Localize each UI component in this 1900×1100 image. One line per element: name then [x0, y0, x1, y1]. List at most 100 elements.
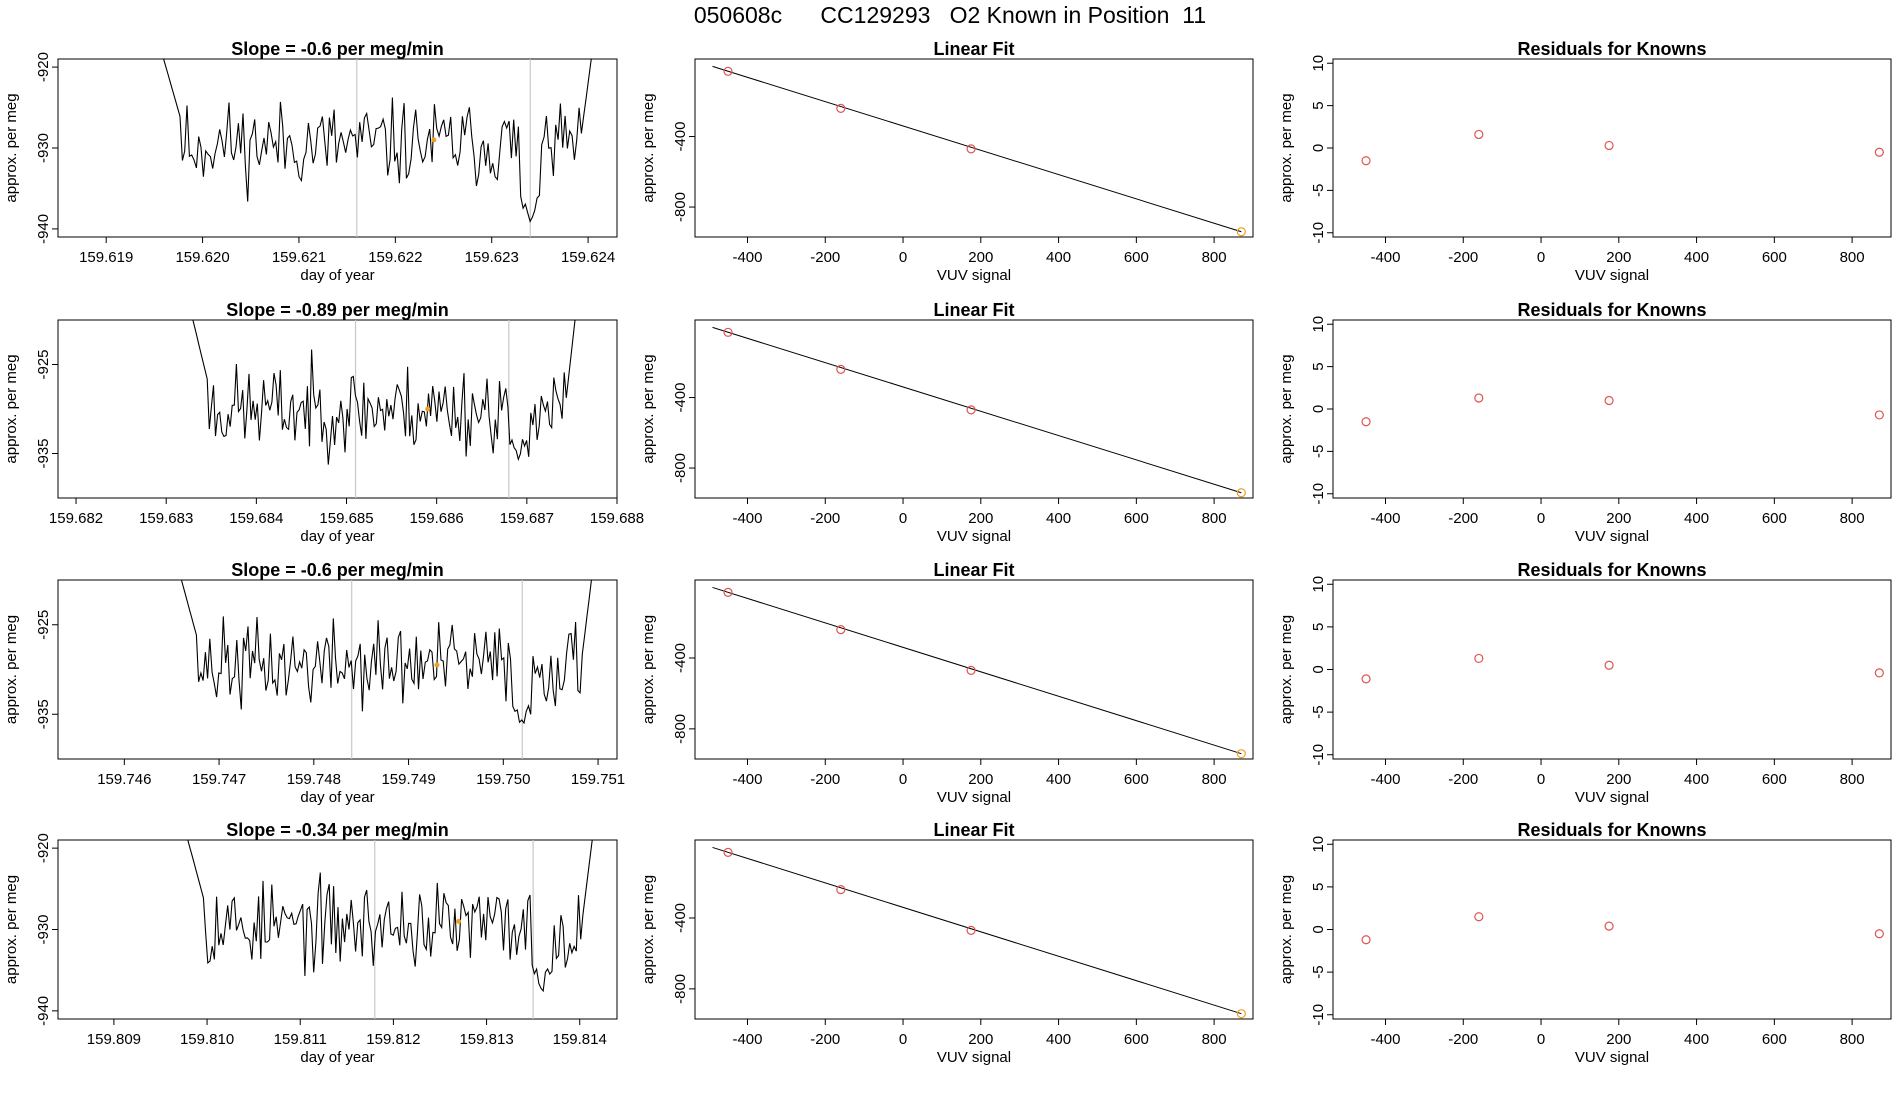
- x-axis-label: VUV signal: [1575, 267, 1649, 284]
- y-tick-label: 0: [1310, 405, 1327, 413]
- plot-title: Residuals for Knowns: [1517, 820, 1706, 840]
- x-tick-label: 159.814: [553, 1031, 607, 1048]
- y-tick-label: 5: [1310, 362, 1327, 370]
- x-tick-label: 159.624: [561, 249, 615, 266]
- x-tick-label: -200: [1448, 771, 1478, 788]
- data-point: [1361, 156, 1371, 166]
- plot-title: Linear Fit: [933, 300, 1014, 320]
- x-tick-label: 600: [1762, 510, 1787, 527]
- x-tick-label: -400: [1370, 510, 1400, 527]
- plot-data: [712, 65, 1246, 237]
- plot-data: [712, 326, 1246, 498]
- x-tick-label: 800: [1202, 1031, 1227, 1048]
- data-point: [1474, 129, 1484, 140]
- y-tick-label: 0: [1310, 665, 1327, 673]
- data-point: [1361, 417, 1371, 427]
- x-tick-label: 400: [1684, 771, 1709, 788]
- x-tick-label: 159.688: [590, 510, 644, 527]
- x-axis-label: day of year: [300, 789, 374, 806]
- x-tick-label: 800: [1840, 1031, 1865, 1048]
- plot-data: [712, 846, 1246, 1019]
- x-tick-label: 200: [1606, 771, 1631, 788]
- y-axis-label: approx. per meg: [3, 93, 20, 202]
- data-point: [723, 587, 733, 598]
- y-tick-label: 5: [1310, 623, 1327, 631]
- x-axis-label: day of year: [300, 267, 374, 284]
- highlight-point: [456, 918, 462, 924]
- plot-frame: [57, 319, 618, 499]
- x-tick-label: 159.682: [49, 510, 103, 527]
- x-tick-label: 0: [899, 1031, 907, 1048]
- x-tick-label: 159.811: [274, 1031, 327, 1048]
- x-tick-label: 0: [1537, 249, 1545, 266]
- data-point: [966, 925, 976, 935]
- x-tick-label: 0: [899, 771, 907, 788]
- plot-frame: [57, 58, 618, 238]
- x-tick-label: 159.683: [139, 510, 193, 527]
- plot-data: [180, 580, 592, 759]
- panel-fit-2: Linear Fit -400 -200 0 200 400 600 800 VUV signa…: [640, 560, 1254, 806]
- x-axis-label: VUV signal: [937, 528, 1011, 545]
- y-tick-label: -935: [35, 438, 52, 468]
- y-tick-label: -925: [35, 610, 52, 640]
- data-point: [1236, 488, 1246, 498]
- y-tick-label: -5: [1310, 965, 1327, 978]
- y-axis-label: approx. per meg: [1278, 93, 1295, 202]
- plot-title: Residuals for Knowns: [1517, 560, 1706, 580]
- y-axis-label: approx. per meg: [3, 615, 20, 724]
- x-tick-label: 200: [968, 249, 993, 266]
- x-tick-label: 800: [1840, 771, 1865, 788]
- x-tick-label: 0: [1537, 1031, 1545, 1048]
- x-tick-label: 159.621: [272, 249, 326, 266]
- y-tick-label: 0: [1310, 144, 1327, 152]
- x-tick-label: 400: [1046, 249, 1071, 266]
- y-axis-label: approx. per meg: [640, 615, 657, 724]
- data-point: [1474, 912, 1484, 922]
- y-tick-label: 10: [1310, 316, 1327, 333]
- x-tick-label: 800: [1840, 249, 1865, 266]
- plot-title: Linear Fit: [933, 820, 1014, 840]
- x-tick-label: 0: [1537, 510, 1545, 527]
- x-tick-label: 159.748: [287, 771, 341, 788]
- x-tick-label: 200: [968, 510, 993, 527]
- data-point: [1604, 140, 1614, 151]
- data-point: [1604, 921, 1614, 931]
- x-tick-label: -200: [810, 1031, 840, 1048]
- x-tick-label: 200: [968, 771, 993, 788]
- fit-line: [712, 586, 1242, 755]
- data-point: [1874, 929, 1884, 939]
- y-tick-label: -10: [1310, 222, 1327, 244]
- x-tick-label: 159.813: [459, 1031, 513, 1048]
- plot-data: [163, 59, 592, 237]
- plot-title: Linear Fit: [933, 39, 1014, 59]
- x-tick-label: 159.751: [571, 771, 625, 788]
- x-tick-label: 400: [1046, 1031, 1071, 1048]
- plot-frame: [57, 579, 618, 760]
- y-axis-label: approx. per meg: [1278, 615, 1295, 724]
- x-tick-label: 600: [1124, 510, 1149, 527]
- y-tick-label: -10: [1310, 1004, 1327, 1026]
- data-point: [836, 885, 846, 895]
- panel-residuals-3: Residuals for Knowns -400 -200 0 200 400 600 80…: [1278, 820, 1892, 1066]
- plot-title: Residuals for Knowns: [1517, 300, 1706, 320]
- x-tick-label: -400: [1370, 249, 1400, 266]
- x-tick-label: -200: [1448, 1031, 1478, 1048]
- x-axis-label: day of year: [300, 1049, 374, 1066]
- plot-title: Residuals for Knowns: [1517, 39, 1706, 59]
- data-point: [1474, 393, 1484, 403]
- x-axis-label: day of year: [300, 528, 374, 545]
- x-tick-label: 400: [1046, 771, 1071, 788]
- panel-timeseries-1: Slope = -0.89 per meg/min 159.682 159.683 1…: [3, 300, 644, 545]
- y-tick-label: 10: [1310, 55, 1327, 72]
- data-point: [966, 405, 976, 415]
- data-trace: [163, 59, 592, 223]
- y-axis-label: approx. per meg: [1278, 875, 1295, 984]
- data-point: [1604, 395, 1614, 406]
- data-trace: [180, 580, 592, 725]
- y-tick-label: 5: [1310, 883, 1327, 891]
- data-point: [1361, 674, 1371, 684]
- y-tick-label: -800: [672, 453, 689, 483]
- x-tick-label: 159.685: [319, 510, 373, 527]
- data-point: [836, 364, 846, 374]
